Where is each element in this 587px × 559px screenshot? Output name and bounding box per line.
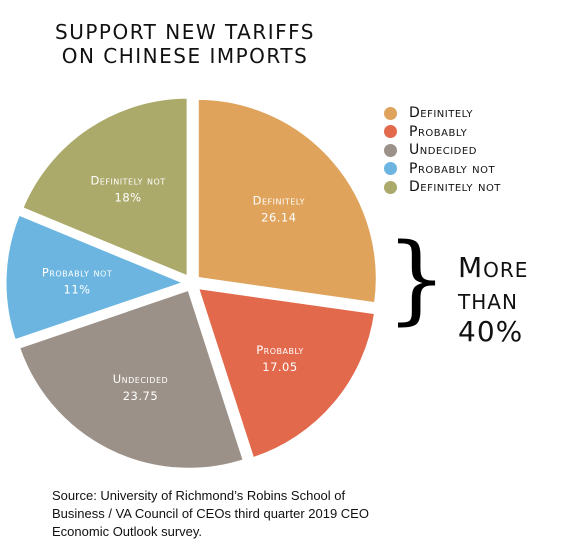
legend-label-definitely: Definitely (409, 105, 474, 122)
legend-item-undecided: Undecided (384, 141, 501, 160)
slice-value-undecided: 23.75 (123, 389, 158, 403)
legend-swatch-undecided (384, 143, 397, 157)
slice-label-definitely-not: Definitely not (90, 173, 165, 187)
slice-label-probably-not: Probably not (42, 265, 112, 279)
pie-slices (3, 95, 379, 471)
pie-slice-undecided (16, 287, 247, 471)
slice-value-definitely: 26.14 (261, 211, 296, 225)
chart-title: Support new tariffs on Chinese imports (10, 20, 360, 68)
slice-label-probably: Probably (256, 343, 304, 357)
legend-swatch-definitely-not (384, 180, 397, 194)
legend-label-probably-not: Probably not (409, 160, 496, 177)
annotation-line-2: than (458, 283, 518, 316)
annotation-more-than-40: More than 40% (458, 252, 583, 348)
slice-label-undecided: Undecided (113, 372, 168, 386)
pie-labels: Definitely 26.14 Probably 17.05 Undecided 23.… (42, 173, 305, 402)
legend-swatch-definitely (384, 106, 397, 120)
slice-label-definitely: Definitely (253, 194, 305, 208)
slice-value-probably-not: 11% (64, 282, 91, 296)
legend-label-undecided: Undecided (409, 142, 477, 159)
legend-item-definitely-not: Definitely not (384, 178, 501, 197)
source-note: Source: University of Richmond’s Robins … (52, 488, 369, 539)
chart-title-line-2: on Chinese imports (61, 44, 309, 68)
legend: Definitely Probably Undecided Probably not D… (384, 104, 501, 197)
legend-swatch-probably (384, 125, 397, 139)
slice-value-definitely-not: 18% (115, 190, 142, 204)
pie-slice-probably-not (3, 212, 190, 343)
legend-item-probably-not: Probably not (384, 160, 501, 179)
brace-icon: } (386, 223, 448, 335)
pie-slice-probably (195, 285, 378, 461)
legend-swatch-probably-not (384, 162, 397, 176)
legend-label-definitely-not: Definitely not (409, 179, 501, 196)
legend-label-probably: Probably (409, 123, 468, 140)
slice-value-probably: 17.05 (262, 360, 297, 374)
legend-item-definitely: Definitely (384, 104, 501, 123)
pie-slice-definitely (195, 96, 379, 306)
annotation-line-1: More (458, 251, 529, 284)
chart-title-line-1: Support new tariffs (55, 20, 315, 44)
pie-slice-definitely-not (19, 95, 190, 280)
legend-item-probably: Probably (384, 123, 501, 142)
annotation-line-3: 40% (458, 315, 524, 348)
